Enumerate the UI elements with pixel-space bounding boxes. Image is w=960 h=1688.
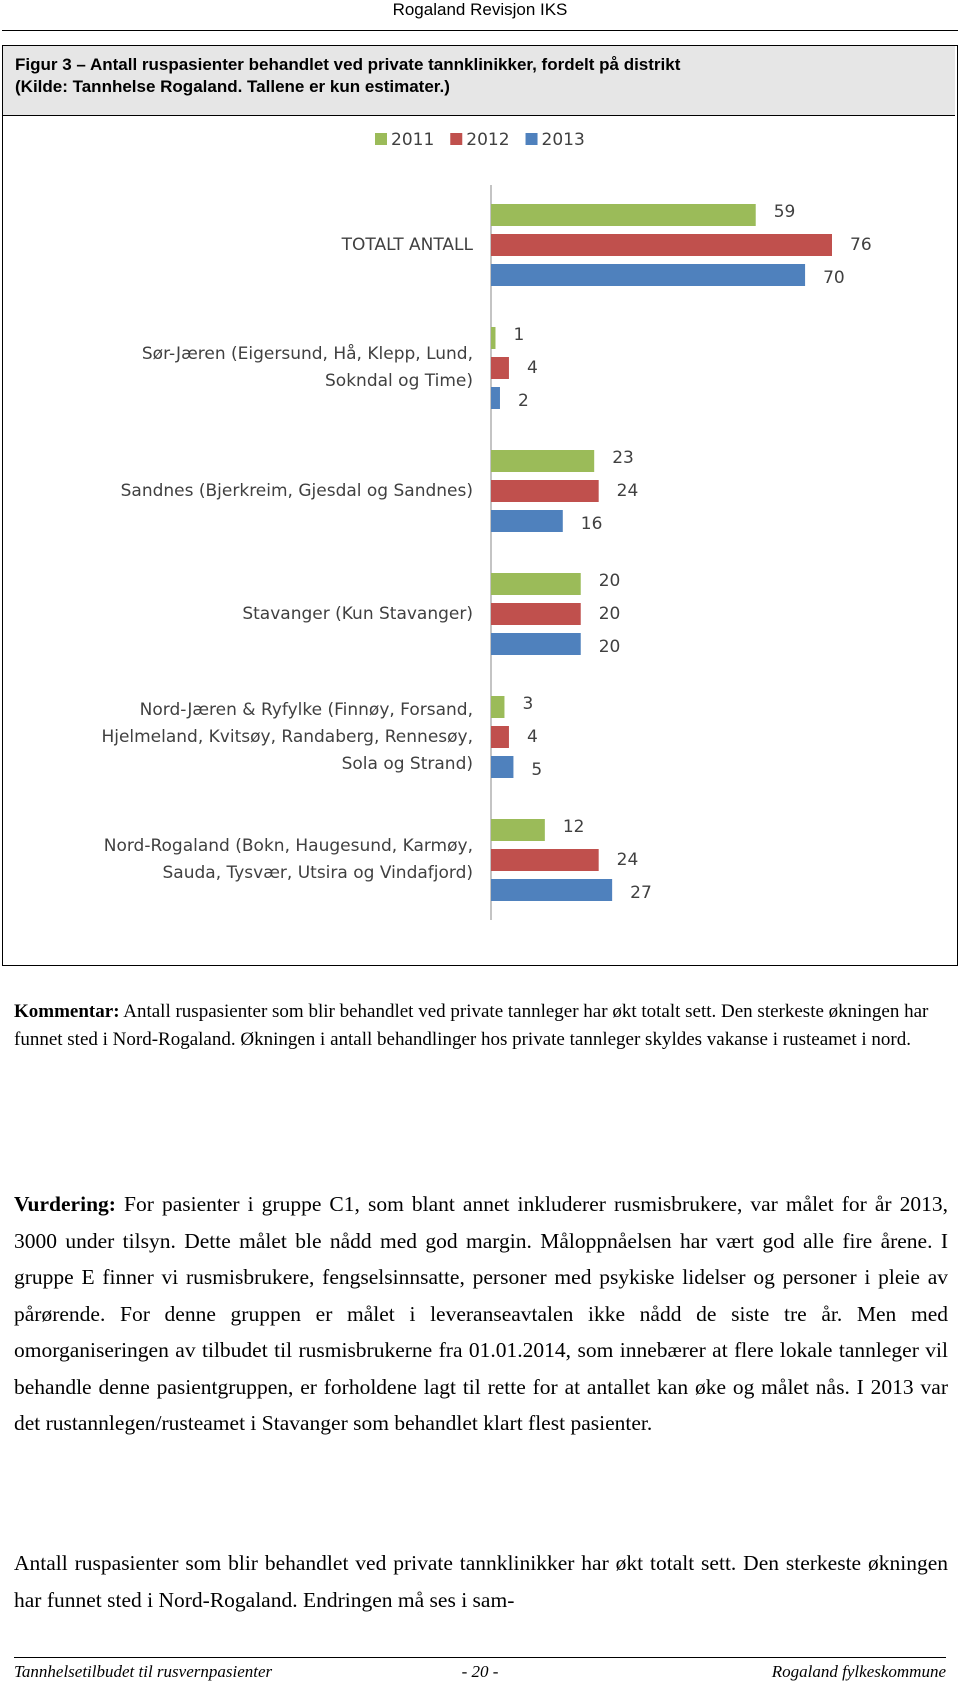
value-label: 27 <box>630 883 652 903</box>
category-label-wrap: Nord-Rogaland (Bokn, Haugesund, Karmøy, … <box>98 800 473 920</box>
value-label: 4 <box>527 358 538 378</box>
figure-frame <box>2 45 958 966</box>
value-label: 24 <box>617 850 639 870</box>
bar <box>491 819 545 841</box>
value-label: 20 <box>599 571 621 591</box>
assessment: Vurdering: For pasienter i gruppe C1, so… <box>14 1186 948 1442</box>
legend-swatch <box>375 133 387 145</box>
bar <box>491 879 613 901</box>
comment-text: Antall ruspasienter som blir behandlet v… <box>14 1001 929 1050</box>
category-label: TOTALT ANTALL <box>341 234 473 255</box>
category-label-wrap: Nord-Jæren & Ryfylke (Finnøy, Forsand, H… <box>98 677 473 797</box>
legend-swatch <box>450 133 463 145</box>
bar <box>491 510 563 532</box>
value-label: 4 <box>527 727 538 747</box>
category-label-box: TOTALT ANTALL <box>98 185 473 305</box>
bar <box>491 696 505 718</box>
assessment-text: For pasienter i gruppe C1, som blant ann… <box>14 1192 949 1435</box>
bar <box>491 387 500 409</box>
bar <box>491 264 806 286</box>
category-label: Sandnes (Bjerkreim, Gjesdal og Sandnes) <box>120 480 473 501</box>
value-label: 20 <box>599 637 621 657</box>
caption-line: Figur 3 – Antall ruspasienter behandlet … <box>15 55 681 74</box>
value-label: 59 <box>774 202 796 222</box>
value-label: 20 <box>599 604 621 624</box>
bar <box>491 357 509 379</box>
category-label-wrap: Sør-Jæren (Eigersund, Hå, Klepp, Lund, S… <box>98 308 473 428</box>
value-label: 5 <box>531 760 542 780</box>
legend-label: 2012 <box>466 130 509 150</box>
legend-label: 2011 <box>391 130 434 150</box>
comment: Kommentar: Antall ruspasienter som blir … <box>14 998 944 1054</box>
category-label-box: Nord-Jæren & Ryfylke (Finnøy, Forsand, H… <box>98 677 473 797</box>
value-label: 12 <box>563 817 585 837</box>
bar <box>491 726 509 748</box>
footer-page: - 20 - <box>461 1662 499 1681</box>
page-header: Rogaland Revisjon IKS <box>392 0 568 19</box>
bar <box>491 327 496 349</box>
value-label: 2 <box>518 391 529 411</box>
bar <box>491 633 581 655</box>
value-label: 3 <box>522 694 533 714</box>
bar <box>491 204 756 226</box>
comment-lead: Kommentar: <box>14 1001 120 1022</box>
figure-caption: Figur 3 – Antall ruspasienter behandlet … <box>3 46 955 116</box>
header-rule <box>2 30 958 31</box>
legend-label: 2013 <box>542 130 585 150</box>
value-label: 70 <box>823 268 845 288</box>
legend-swatch <box>525 133 538 145</box>
bar <box>491 849 599 871</box>
paragraph: Antall ruspasienter som blir behandlet v… <box>14 1551 948 1612</box>
bar <box>491 480 599 502</box>
footer-left: Tannhelsetilbudet til rusvernpasienter <box>14 1662 273 1681</box>
value-label: 1 <box>513 325 524 345</box>
bar <box>491 234 832 256</box>
category-label-wrap: Sandnes (Bjerkreim, Gjesdal og Sandnes) <box>98 431 473 551</box>
bar <box>491 603 581 625</box>
assessment-lead: Vurdering: <box>14 1192 116 1216</box>
category-label-box: Sandnes (Bjerkreim, Gjesdal og Sandnes) <box>98 431 473 551</box>
caption-line: (Kilde: Tannhelse Rogaland. Tallene er k… <box>15 77 450 96</box>
category-label-wrap: TOTALT ANTALL <box>98 185 473 305</box>
bar <box>491 756 514 778</box>
footer-right: Rogaland fylkeskommune <box>771 1662 946 1681</box>
category-label-box: Sør-Jæren (Eigersund, Hå, Klepp, Lund, S… <box>98 308 473 428</box>
value-label: 24 <box>617 481 639 501</box>
category-label: Nord-Rogaland (Bokn, Haugesund, Karmøy, … <box>103 836 473 883</box>
value-label: 16 <box>581 514 603 534</box>
bar <box>491 573 581 595</box>
category-label-box: Stavanger (Kun Stavanger) <box>98 554 473 674</box>
value-label: 76 <box>850 235 872 255</box>
category-label: Stavanger (Kun Stavanger) <box>242 603 473 624</box>
category-label: Nord-Jæren & Ryfylke (Finnøy, Forsand, H… <box>101 699 473 774</box>
category-label-box: Nord-Rogaland (Bokn, Haugesund, Karmøy, … <box>98 800 473 920</box>
bar <box>491 450 595 472</box>
value-label: 23 <box>612 448 634 468</box>
category-label-wrap: Stavanger (Kun Stavanger) <box>98 554 473 674</box>
footer-rule <box>14 1657 946 1658</box>
category-label: Sør-Jæren (Eigersund, Hå, Klepp, Lund, S… <box>141 344 473 391</box>
